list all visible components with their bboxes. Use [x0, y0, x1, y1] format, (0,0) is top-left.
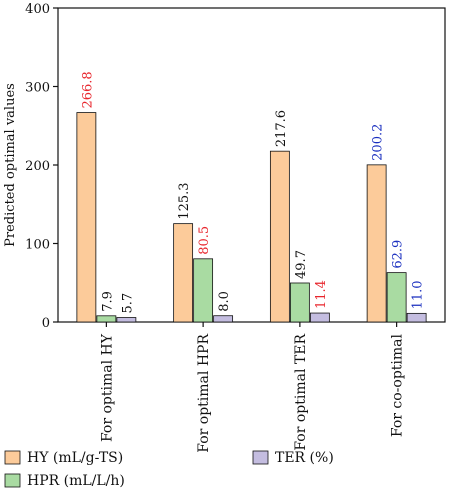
data-label: 8.0 [217, 291, 232, 312]
data-label: 200.2 [371, 124, 386, 161]
bar [116, 317, 137, 323]
bar [76, 112, 97, 323]
y-tick-label: 0 [42, 316, 50, 331]
legend-entry: HPR (mL/L/h) [27, 473, 125, 489]
x-tick-label: For optimal TER [293, 334, 309, 451]
axes: 0 100 200 300 400 [25, 2, 446, 331]
data-labels: 266.8 7.9 5.7 125.3 80.5 8.0 217.6 49.7 11.4 200.… [80, 71, 425, 313]
data-label: 62.9 [391, 240, 406, 269]
data-label: 49.7 [294, 250, 309, 279]
legend-entry: TER (%) [275, 450, 334, 466]
data-label: 11.0 [411, 280, 426, 309]
bar [309, 312, 330, 323]
bar [289, 282, 310, 323]
data-label: 7.9 [100, 291, 115, 312]
y-axis-label: Predicted optimal values [3, 83, 18, 247]
legend: HY (mL/g-TS) HPR (mL/L/h) TER (%) [4, 450, 334, 489]
x-tick-label: For optimal HY [99, 333, 115, 442]
y-tick-label: 300 [25, 81, 50, 96]
legend-entry: HY (mL/g-TS) [27, 450, 123, 466]
data-label: 217.6 [274, 110, 289, 147]
bar [173, 223, 194, 323]
x-tick-labels: For optimal HY For optimal HPR For optimal… [99, 333, 405, 452]
bar [269, 150, 290, 323]
y-tick-label: 200 [25, 159, 50, 174]
bars [76, 112, 427, 323]
data-label: 80.5 [197, 226, 212, 255]
bar [366, 164, 387, 323]
y-tick-label: 100 [25, 238, 50, 253]
y-tick-label: 400 [25, 2, 50, 17]
data-label: 125.3 [177, 182, 192, 219]
data-label: 266.8 [80, 71, 95, 108]
data-label: 5.7 [120, 293, 135, 314]
bar [193, 258, 214, 323]
legend-swatch [252, 450, 269, 465]
data-label: 11.4 [314, 280, 329, 309]
x-tick-label: For optimal HPR [196, 334, 212, 453]
x-tick-label: For co-optimal [390, 333, 406, 437]
bar [406, 312, 427, 323]
bar [96, 315, 117, 323]
bar [386, 272, 407, 323]
legend-swatch [4, 450, 21, 465]
bar [213, 315, 234, 323]
legend-swatch [4, 473, 21, 488]
